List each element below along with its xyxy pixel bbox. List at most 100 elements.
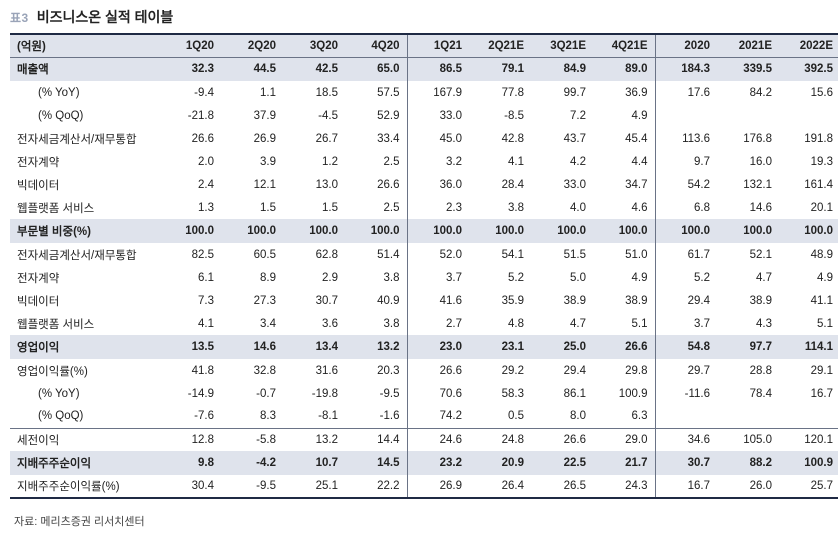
table-cell: 16.7 (810, 387, 833, 400)
table-cell: 28.4 (501, 178, 524, 191)
table-cell: 34.6 (654, 427, 717, 451)
table-cell: 51.5 (563, 248, 586, 261)
table-cell: 33.0 (406, 104, 469, 127)
table-cell: 4.3 (756, 317, 772, 330)
table-cell (717, 405, 779, 428)
table-body: 매출액 32.3 44.5 42.5 65.0 86.5 79.1 84.9 89.0 184.3… (10, 57, 838, 499)
table-cell: 2.3 (406, 196, 469, 219)
row-label: 전자세금계산서/재무통합 (17, 133, 137, 146)
table-cell (779, 405, 838, 428)
table-cell: 29.1 (810, 364, 833, 377)
row-label: 웹플랫폼 서비스 (17, 202, 95, 215)
table-cell: 6.1 (198, 271, 214, 284)
table-cell: 43.7 (563, 132, 586, 145)
table-cell: 184.3 (654, 57, 717, 81)
table-cell: 17.6 (654, 81, 717, 104)
table-cell: 78.4 (749, 387, 772, 400)
table-cell: 38.9 (749, 294, 772, 307)
table-row: (% YoY) -9.4 1.1 18.5 57.5 167.9 77.8 99.7 36.9 1… (10, 81, 838, 104)
table-cell: -8.1 (318, 410, 338, 423)
table-row: 영업이익률(%) 41.8 32.8 31.6 20.3 26.6 29.2 29.4 29.8… (10, 359, 838, 382)
table-cell: 65.0 (345, 57, 407, 81)
table-cell: 20.9 (469, 451, 531, 475)
table-cell: 54.2 (654, 173, 717, 196)
row-label: (% QoQ) (38, 109, 84, 122)
period-header: 2021E (717, 33, 779, 58)
table-cell: 16.0 (749, 155, 772, 168)
row-label: 지배주주순이익 (10, 451, 159, 475)
table-cell: 0.5 (508, 410, 524, 423)
table-cell: 86.5 (406, 57, 469, 81)
row-label: 빅데이터 (17, 295, 60, 308)
table-row: 매출액 32.3 44.5 42.5 65.0 86.5 79.1 84.9 89.0 184.3… (10, 57, 838, 81)
table-cell: -21.8 (187, 109, 214, 122)
table-cell: 30.7 (315, 294, 338, 307)
table-cell: 8.3 (260, 410, 276, 423)
table-cell: 24.3 (593, 475, 655, 499)
table-cell: 26.4 (469, 475, 531, 499)
table-cell: 2.0 (198, 155, 214, 168)
table-cell: 74.2 (406, 405, 469, 428)
table-cell: 34.7 (625, 178, 648, 191)
table-cell: 9.7 (654, 150, 717, 173)
table-row: 지배주주순이익률(%) 30.4 -9.5 25.1 22.2 26.9 26.4 26.5 2… (10, 475, 838, 499)
table-cell: 86.1 (563, 387, 586, 400)
table-cell: 4.9 (631, 109, 648, 122)
table-cell (717, 104, 779, 127)
table-cell (779, 104, 838, 127)
table-cell: 26.6 (377, 178, 400, 191)
table-cell: -1.6 (379, 410, 400, 423)
row-label: 영업이익 (10, 335, 159, 359)
table-cell: 29.0 (593, 427, 655, 451)
table-cell: 89.0 (593, 57, 655, 81)
table-cell: 3.7 (406, 266, 469, 289)
table-cell: 45.0 (406, 127, 469, 150)
table-cell: 26.0 (717, 475, 779, 499)
table-cell: 100.9 (779, 451, 838, 475)
table-cell: 3.4 (260, 317, 276, 330)
table-cell: 2.5 (383, 155, 400, 168)
table-cell: 24.6 (406, 427, 469, 451)
table-cell: 79.1 (469, 57, 531, 81)
table-row: 빅데이터 7.3 27.3 30.7 40.9 41.6 35.9 38.9 38.9 29.4 3… (10, 289, 838, 312)
table-cell: 100.0 (593, 219, 655, 243)
row-label: 영업이익률(%) (17, 365, 88, 378)
table-cell: 35.9 (501, 294, 524, 307)
table-cell: 57.5 (377, 86, 400, 99)
earnings-table: (억원) 1Q20 2Q20 3Q20 4Q20 1Q21 2Q21E 3Q21E 4Q21E… (10, 33, 838, 499)
table-cell: 19.3 (810, 155, 833, 168)
table-cell: 36.0 (406, 173, 469, 196)
table-cell: 4.0 (570, 201, 586, 214)
table-cell: 58.3 (501, 387, 524, 400)
row-label: 매출액 (10, 57, 159, 81)
table-cell: 26.6 (531, 427, 593, 451)
table-cell: -5.8 (221, 427, 283, 451)
table-cell: 4.4 (631, 155, 648, 168)
table-cell: 10.7 (283, 451, 345, 475)
table-row: (% YoY) -14.9 -0.7 -19.8 -9.5 70.6 58.3 86.1 100… (10, 382, 838, 405)
table-cell: 60.5 (253, 248, 276, 261)
table-cell: -11.6 (654, 382, 717, 405)
table-cell: 105.0 (717, 427, 779, 451)
table-cell: 191.8 (804, 132, 833, 145)
table-cell: 1.2 (322, 155, 338, 168)
row-label: 부문별 비중(%) (10, 219, 159, 243)
table-cell: 4.7 (756, 271, 772, 284)
table-cell (654, 405, 717, 428)
table-cell: 14.4 (345, 427, 407, 451)
table-cell: 13.0 (315, 178, 338, 191)
table-cell: 70.6 (406, 382, 469, 405)
table-cell: 113.6 (654, 127, 717, 150)
table-cell: 29.4 (563, 364, 586, 377)
table-cell (654, 104, 717, 127)
table-cell: 54.8 (654, 335, 717, 359)
table-cell: 2.4 (198, 178, 214, 191)
table-row: 전자세금계산서/재무통합 26.6 26.9 26.7 33.4 45.0 42.8 43.7… (10, 127, 838, 150)
table-cell: 52.9 (377, 109, 400, 122)
table-cell: 100.0 (531, 219, 593, 243)
unit-header: (억원) (10, 33, 159, 58)
table-cell: 26.5 (531, 475, 593, 499)
table-cell: 22.5 (531, 451, 593, 475)
table-cell: 51.4 (377, 248, 400, 261)
period-header: 3Q20 (283, 33, 345, 58)
